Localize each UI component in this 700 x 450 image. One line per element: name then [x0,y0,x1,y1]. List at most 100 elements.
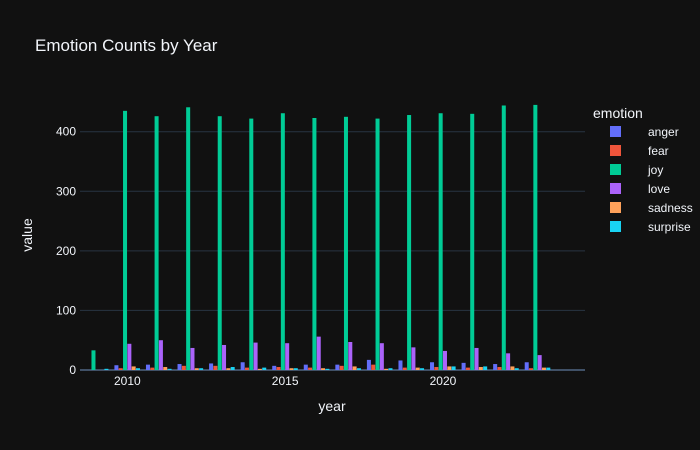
bar-surprise-2019[interactable] [420,368,425,370]
bar-joy-2009[interactable] [91,350,96,370]
bar-sadness-2019[interactable] [415,367,420,370]
legend-swatch [610,183,621,194]
bar-surprise-2022[interactable] [514,368,519,370]
bar-sadness-2013[interactable] [226,368,231,370]
bar-love-2013[interactable] [222,344,227,370]
bar-fear-2016[interactable] [308,367,313,370]
bar-joy-2017[interactable] [343,116,348,371]
legend-label: joy [647,163,663,177]
bar-joy-2013[interactable] [217,116,222,370]
bar-fear-2018[interactable] [371,364,376,370]
bar-joy-2020[interactable] [438,113,443,370]
bar-surprise-2023[interactable] [546,367,551,370]
bar-joy-2023[interactable] [533,104,538,370]
bar-sadness-2014[interactable] [257,368,262,370]
bar-sadness-2018[interactable] [384,368,389,370]
bar-surprise-2014[interactable] [262,367,267,370]
bar-anger-2010[interactable] [114,365,119,370]
bar-joy-2016[interactable] [312,118,317,370]
bar-love-2023[interactable] [537,355,542,370]
bar-fear-2012[interactable] [181,365,186,370]
bar-surprise-2015[interactable] [293,368,298,370]
bar-joy-2012[interactable] [186,107,191,370]
bar-anger-2015[interactable] [272,365,277,370]
bar-fear-2013[interactable] [213,365,218,370]
bar-fear-2017[interactable] [339,365,344,370]
bar-love-2018[interactable] [379,343,384,370]
legend-item-fear[interactable]: fear [610,144,669,158]
bar-anger-2023[interactable] [524,362,529,370]
bar-fear-2022[interactable] [497,367,502,370]
bar-love-2022[interactable] [506,353,511,370]
bar-fear-2021[interactable] [465,367,470,370]
bar-joy-2021[interactable] [470,113,475,371]
y-tick-label: 200 [56,244,76,258]
bar-sadness-2022[interactable] [510,366,515,370]
bar-joy-2010[interactable] [123,110,128,370]
x-tick-label: 2015 [272,374,299,388]
bar-sadness-2015[interactable] [289,368,294,370]
bar-joy-2015[interactable] [280,113,285,370]
bar-surprise-2021[interactable] [483,366,488,370]
bar-surprise-2018[interactable] [388,368,393,370]
bar-sadness-2011[interactable] [163,367,168,370]
bar-sadness-2021[interactable] [478,367,483,370]
bar-love-2012[interactable] [190,347,195,370]
bar-anger-2021[interactable] [461,362,466,370]
bar-love-2019[interactable] [411,347,416,370]
bar-surprise-2017[interactable] [356,368,361,370]
bar-sadness-2010[interactable] [131,366,136,370]
bar-sadness-2023[interactable] [541,367,546,370]
bar-anger-2013[interactable] [209,363,214,370]
bar-anger-2018[interactable] [366,359,371,370]
bar-surprise-2010[interactable] [135,368,140,370]
bar-love-2015[interactable] [285,343,290,370]
bar-surprise-2013[interactable] [230,367,235,370]
bar-love-2020[interactable] [442,350,447,370]
bar-sadness-2017[interactable] [352,366,357,370]
bar-love-2014[interactable] [253,342,258,370]
legend-item-surprise[interactable]: surprise [610,220,691,234]
bar-anger-2016[interactable] [303,364,308,370]
bar-joy-2018[interactable] [375,118,380,371]
legend-item-joy[interactable]: joy [610,163,663,177]
bar-fear-2015[interactable] [276,367,281,370]
bar-anger-2022[interactable] [493,364,498,370]
legend-item-love[interactable]: love [610,182,670,196]
bar-surprise-2016[interactable] [325,368,330,370]
bar-fear-2023[interactable] [529,368,534,370]
legend-swatch [610,221,621,232]
bar-joy-2014[interactable] [249,118,254,371]
bar-sadness-2012[interactable] [194,368,199,370]
chart-title: Emotion Counts by Year [35,36,218,55]
bar-anger-2020[interactable] [430,362,435,370]
bar-love-2016[interactable] [316,336,321,370]
bar-joy-2019[interactable] [407,115,412,371]
bar-fear-2020[interactable] [434,367,439,370]
bar-joy-2011[interactable] [154,116,159,370]
bar-surprise-2009[interactable] [104,368,109,370]
legend-item-anger[interactable]: anger [610,125,679,139]
bar-anger-2012[interactable] [177,364,182,370]
bar-surprise-2020[interactable] [451,366,456,370]
y-tick-label: 0 [69,363,76,377]
bar-surprise-2012[interactable] [199,368,204,370]
bar-joy-2022[interactable] [501,105,506,370]
legend[interactable]: anger fear joy love sadness surprise [610,125,693,234]
bar-anger-2019[interactable] [398,360,403,370]
bar-anger-2014[interactable] [240,362,245,370]
bar-love-2021[interactable] [474,347,479,370]
bar-anger-2017[interactable] [335,364,340,370]
bar-sadness-2016[interactable] [321,368,326,370]
bar-love-2011[interactable] [158,340,163,370]
bar-love-2017[interactable] [348,342,353,370]
bar-surprise-2011[interactable] [167,368,172,370]
bar-anger-2011[interactable] [145,364,150,370]
bar-fear-2011[interactable] [150,367,155,370]
bar-sadness-2020[interactable] [447,366,452,370]
legend-item-sadness[interactable]: sadness [610,201,693,215]
bar-fear-2014[interactable] [244,367,249,370]
bar-fear-2019[interactable] [402,367,407,370]
bar-love-2010[interactable] [127,343,132,370]
bar-fear-2010[interactable] [118,368,123,370]
